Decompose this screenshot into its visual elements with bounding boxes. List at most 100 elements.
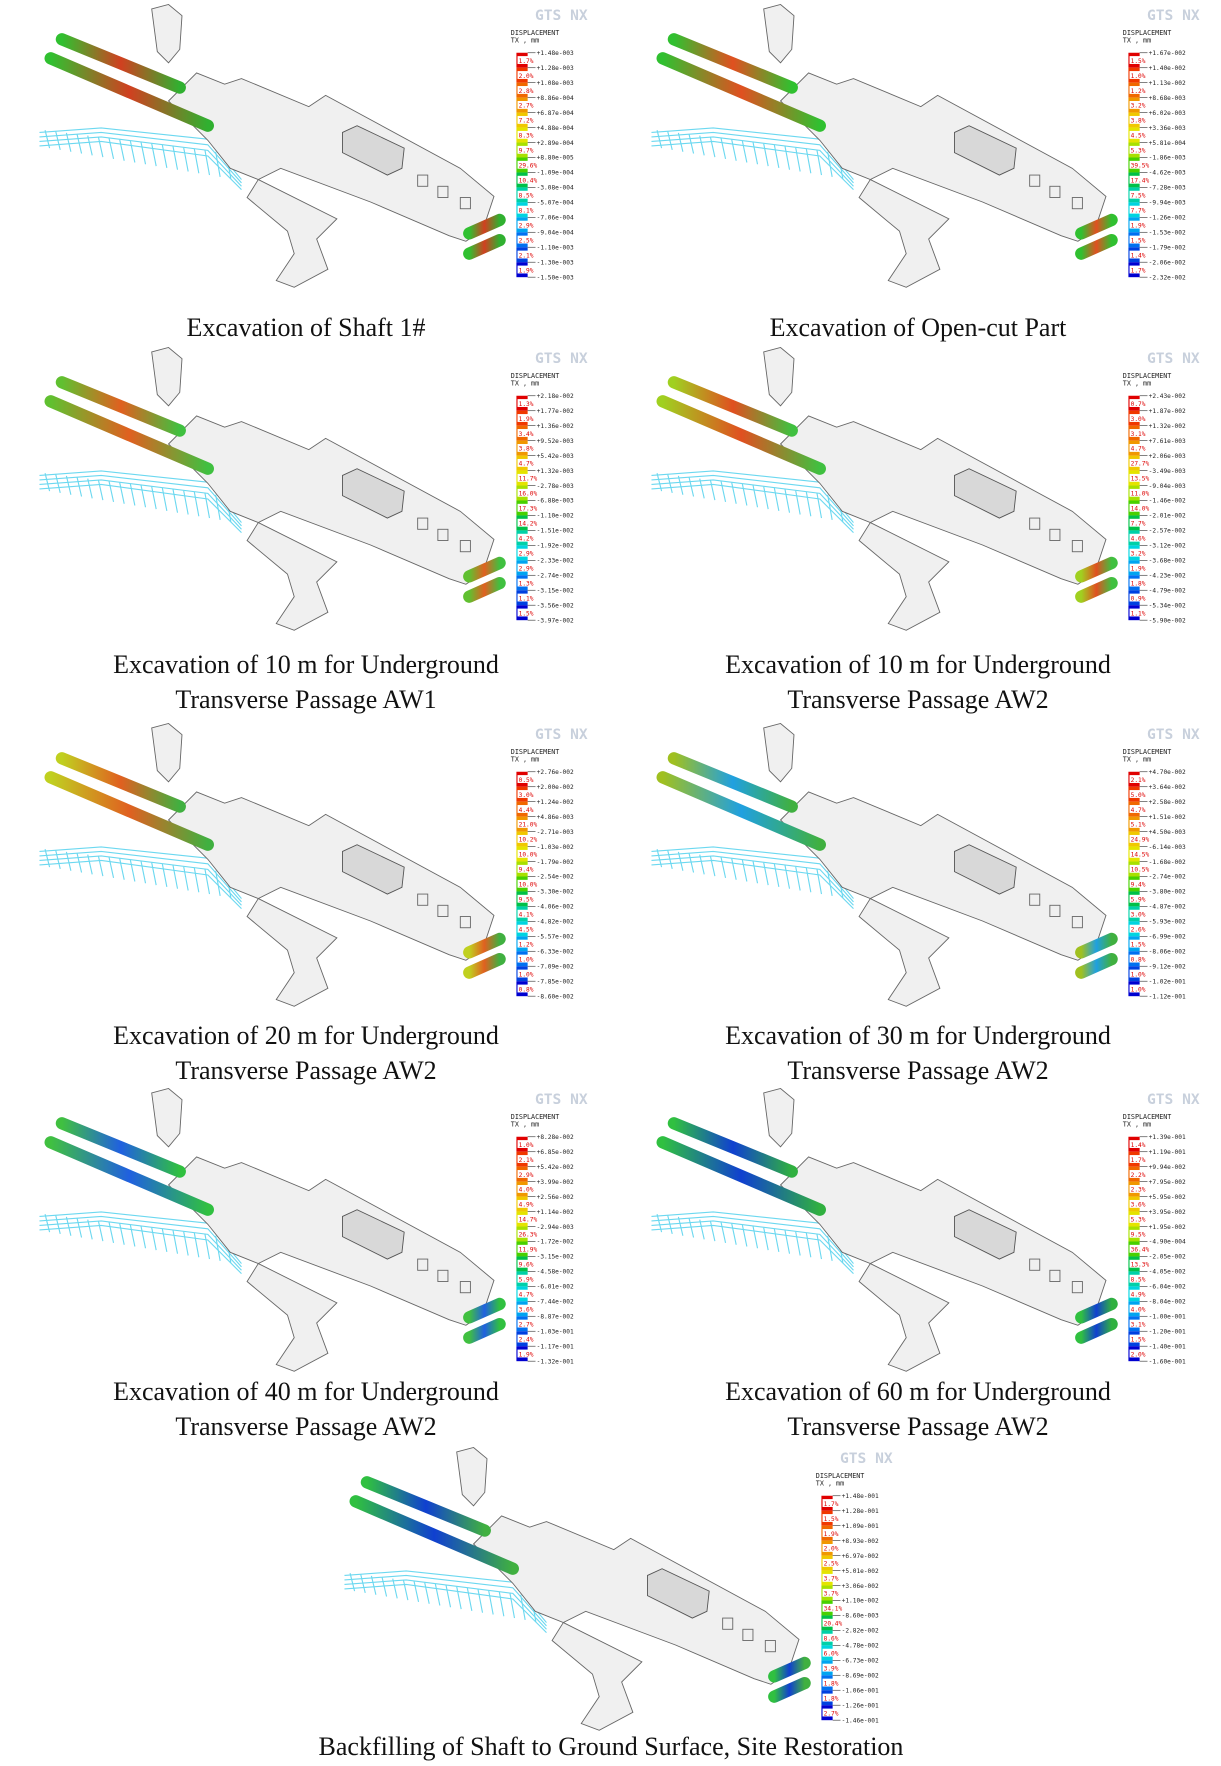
legend-unit: TX , mm (1123, 1121, 1151, 1129)
percent-bg (1129, 115, 1148, 124)
percent-label: 14.7% (519, 1217, 538, 1224)
mesh (677, 1216, 684, 1236)
value-label: -1.20e-001 (1149, 1329, 1186, 1336)
caption-line: Excavation of 10 m for Underground (113, 650, 499, 679)
mesh (488, 1590, 494, 1615)
percent-bg (1129, 130, 1148, 139)
mesh (731, 139, 737, 161)
percent-bg (517, 1349, 536, 1358)
tube (1075, 213, 1118, 240)
value-label: -4.05e-002 (1149, 1269, 1186, 1276)
block (417, 517, 429, 530)
value-label: -7.09e-002 (537, 964, 574, 971)
logo: GTS NX (1147, 1091, 1200, 1108)
percent-bg (517, 399, 536, 407)
logo: GTS NX (1147, 7, 1200, 24)
shaft (151, 1087, 183, 1148)
value-label: -6.04e-002 (1149, 1284, 1186, 1291)
block (1029, 1258, 1041, 1271)
value-label: -1.06e-001 (842, 1688, 879, 1695)
percent-label: 11.0% (1131, 491, 1150, 498)
mesh (656, 130, 663, 149)
tube (463, 932, 506, 959)
value-label: -6.33e-002 (537, 949, 574, 956)
mesh (55, 850, 61, 870)
mesh (805, 867, 812, 893)
logo: GTS NX (1147, 726, 1200, 743)
percent-label: 2.9% (519, 550, 534, 557)
value-label: -5.93e-002 (1149, 919, 1186, 926)
percent-label: 11.7% (519, 476, 538, 483)
percent-bg (517, 879, 536, 888)
percent-bg (1129, 190, 1148, 199)
value-label: +1.39e-001 (1149, 1134, 1186, 1141)
percent-label: 2.0% (824, 1546, 839, 1553)
mesh (193, 491, 200, 517)
percent-bg (822, 1588, 841, 1597)
percent-bg (517, 220, 536, 229)
percent-bg (1129, 265, 1148, 274)
panel: GTS NX DISPLACEMENT TX , mm 1.5% 1.0% 1.2% 3.2… (612, 0, 1221, 303)
tube (1075, 1317, 1118, 1344)
mesh (151, 486, 157, 510)
percent-bg (1129, 205, 1148, 214)
mesh (752, 485, 759, 508)
mesh (39, 1224, 242, 1275)
panel: GTS NX DISPLACEMENT TX , mm 1.7% 1.5% 1.9% 2.0… (305, 1443, 917, 1746)
mesh (741, 483, 748, 506)
percent-bg (517, 1334, 536, 1343)
value-label: -6.14e-003 (1149, 844, 1186, 851)
mesh (183, 1231, 189, 1256)
value-label: +8.80e-005 (537, 155, 574, 162)
percent-label: 4.7% (519, 461, 534, 468)
panel: GTS NX DISPLACEMENT TX , mm 2.1% 5.0% 4.7% 5.1… (612, 719, 1221, 1022)
percent-label: 4.2% (519, 536, 534, 543)
percent-bg (1129, 1199, 1148, 1208)
value-label: +1.48e-001 (842, 1493, 879, 1500)
percent-bg (1129, 175, 1148, 184)
percent-label: 8.5% (519, 193, 534, 200)
caption: Excavation of 40 m for Underground Transv… (0, 1374, 612, 1444)
mesh (651, 140, 854, 191)
value-label: -2.71e-003 (537, 829, 574, 836)
tube (1075, 556, 1118, 583)
value-label: -4.23e-002 (1149, 573, 1186, 580)
percent-label: 1.3% (519, 401, 534, 408)
percent-bg (822, 1708, 841, 1717)
value-label: -9.94e-003 (1149, 200, 1186, 207)
legend-unit: TX , mm (816, 1480, 844, 1488)
mesh (87, 478, 93, 499)
mesh (741, 140, 748, 163)
panel: GTS NX DISPLACEMENT TX , mm 1.0% 2.1% 2.9% 4.0… (0, 1084, 612, 1387)
percent-label: 4.7% (1131, 807, 1146, 814)
caption-line: Transverse Passage AW2 (175, 1412, 437, 1441)
value-label: +1.48e-003 (537, 50, 574, 57)
percent-bg (517, 1274, 536, 1283)
percent-label: 10.0% (519, 852, 538, 859)
mesh (816, 869, 823, 895)
percent-label: 14.0% (1131, 506, 1150, 513)
value-label: -1.46e-002 (1149, 498, 1186, 505)
mesh (119, 1223, 125, 1245)
block (1071, 916, 1083, 929)
value-label: +1.87e-002 (1149, 408, 1186, 415)
mesh (39, 131, 242, 184)
caption-line: Excavation of 40 m for Underground (113, 1377, 499, 1406)
percent-bg (517, 924, 536, 933)
value-label: +5.95e-002 (1149, 1194, 1186, 1201)
percent-label: 1.9% (519, 1351, 534, 1358)
mesh (193, 148, 200, 174)
percent-bg (1129, 250, 1148, 259)
mesh (424, 1582, 430, 1604)
percent-bg (517, 1199, 536, 1208)
value-label: -1.46e-001 (842, 1717, 879, 1724)
percent-bg (1129, 939, 1148, 948)
mesh (65, 475, 72, 495)
tube (463, 233, 506, 260)
percent-bg (1129, 578, 1148, 587)
value-label: -8.60e-003 (842, 1613, 879, 1620)
percent-label: 0.9% (1131, 595, 1146, 602)
tube (667, 1117, 798, 1178)
percent-label: 1.0% (1131, 73, 1146, 80)
ramp (551, 1621, 643, 1731)
